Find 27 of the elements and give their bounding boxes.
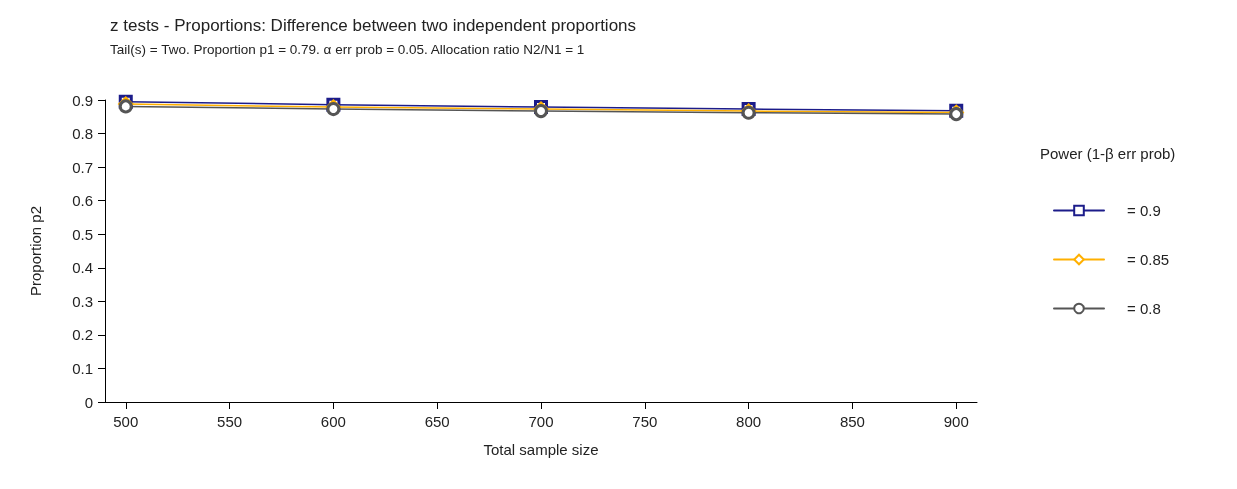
legend-title: Power (1-β err prob)	[1040, 145, 1176, 162]
x-tick-label: 550	[217, 413, 243, 430]
y-tick-label: 0.5	[72, 225, 93, 243]
chart-title: z tests - Proportions: Difference between two independent proportions	[110, 16, 637, 35]
x-tick-label: 750	[632, 413, 658, 430]
legend-label: = 0.9	[1127, 202, 1161, 219]
y-tick-label: 0.4	[72, 259, 93, 277]
y-tick-label: 0.2	[72, 326, 93, 344]
y-axis-title: Proportion p2	[27, 205, 44, 297]
y-tick-label: 0.1	[72, 359, 93, 377]
x-tick-label: 500	[113, 413, 139, 430]
y-tick-label: 0.8	[72, 125, 93, 143]
x-axis-title: Total sample size	[483, 441, 599, 458]
y-tick-label: 0.7	[72, 158, 93, 176]
x-tick-label: 600	[320, 413, 346, 430]
legend-label: = 0.8	[1127, 300, 1161, 317]
chart-subtitle: Tail(s) = Two. Proportion p1 = 0.79. α err prob = 0.05. Allocation ratio N2/N1 = 1	[110, 41, 585, 57]
legend-label: = 0.85	[1127, 251, 1170, 268]
y-tick-label: 0.3	[72, 292, 93, 310]
x-tick-label: 900	[943, 413, 969, 430]
x-tick-label: 800	[736, 413, 762, 430]
y-tick-label: 0.9	[72, 91, 93, 109]
x-tick-label: 650	[424, 413, 450, 430]
y-tick-label: 0	[84, 393, 93, 411]
y-tick-label: 0.6	[72, 192, 93, 210]
x-tick-label: 850	[839, 413, 865, 430]
x-tick-label: 700	[528, 413, 554, 430]
